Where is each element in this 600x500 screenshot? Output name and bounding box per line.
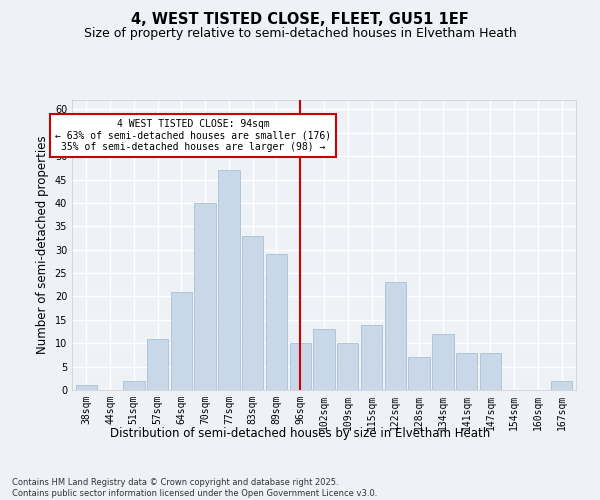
Text: 4, WEST TISTED CLOSE, FLEET, GU51 1EF: 4, WEST TISTED CLOSE, FLEET, GU51 1EF bbox=[131, 12, 469, 28]
Bar bbox=[218, 170, 239, 390]
Bar bbox=[242, 236, 263, 390]
Text: Contains HM Land Registry data © Crown copyright and database right 2025.
Contai: Contains HM Land Registry data © Crown c… bbox=[12, 478, 377, 498]
Bar bbox=[313, 329, 335, 390]
Text: Distribution of semi-detached houses by size in Elvetham Heath: Distribution of semi-detached houses by … bbox=[110, 428, 490, 440]
Bar bbox=[385, 282, 406, 390]
Bar bbox=[147, 338, 168, 390]
Text: Size of property relative to semi-detached houses in Elvetham Heath: Size of property relative to semi-detach… bbox=[83, 28, 517, 40]
Text: 4 WEST TISTED CLOSE: 94sqm
← 63% of semi-detached houses are smaller (176)
35% o: 4 WEST TISTED CLOSE: 94sqm ← 63% of semi… bbox=[55, 118, 331, 152]
Bar bbox=[456, 352, 478, 390]
Bar bbox=[361, 324, 382, 390]
Bar bbox=[290, 343, 311, 390]
Bar bbox=[480, 352, 501, 390]
Bar bbox=[123, 380, 145, 390]
Y-axis label: Number of semi-detached properties: Number of semi-detached properties bbox=[36, 136, 49, 354]
Bar bbox=[266, 254, 287, 390]
Bar bbox=[551, 380, 572, 390]
Bar bbox=[170, 292, 192, 390]
Bar bbox=[76, 386, 97, 390]
Bar bbox=[337, 343, 358, 390]
Bar bbox=[194, 203, 216, 390]
Bar bbox=[432, 334, 454, 390]
Bar bbox=[409, 358, 430, 390]
